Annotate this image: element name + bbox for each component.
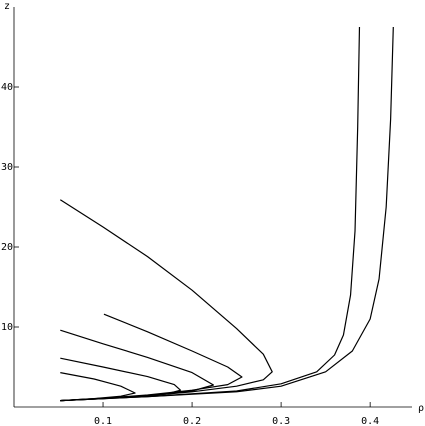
curve [59,199,273,402]
curve [60,357,182,402]
x-tick-label: 0.4 [361,416,379,426]
y-tick-label: 10 [1,322,13,333]
y-tick-label: 20 [1,242,13,253]
y-axis-label: z [4,1,10,12]
curve [60,26,394,402]
x-tick-label: 0.1 [94,416,112,426]
y-tick-label: 40 [1,82,13,93]
x-axis-label: ρ [418,403,424,414]
curve [60,313,243,402]
x-tick-label: 0.3 [272,416,290,426]
y-tick-label: 30 [1,162,13,173]
x-tick-label: 0.2 [183,416,201,426]
